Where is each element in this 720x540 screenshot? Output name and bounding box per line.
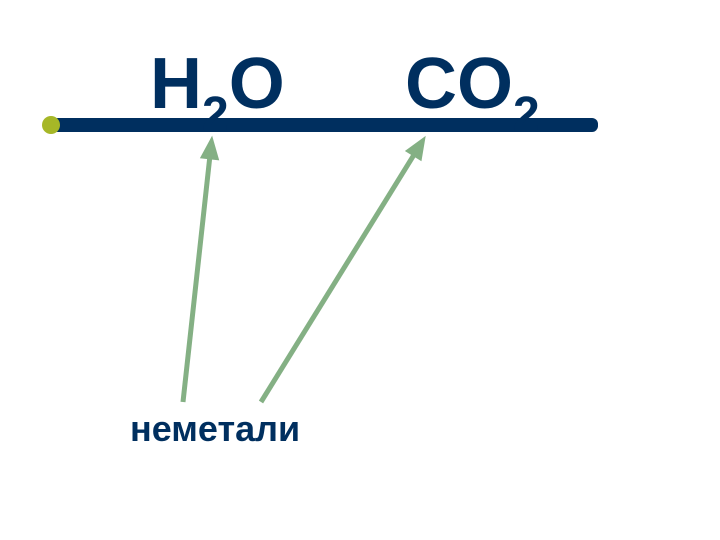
- arrows-layer: [0, 0, 720, 540]
- formula-part: O: [229, 43, 285, 125]
- formula-part: H: [150, 43, 202, 125]
- formula-co2: CO2: [405, 43, 540, 125]
- formula-part: CO: [405, 43, 513, 125]
- bullet-dot: [42, 116, 60, 134]
- arrow-head-icon: [406, 137, 425, 160]
- formula-part: 2: [513, 87, 540, 142]
- formula-h2o: H2O: [150, 43, 285, 125]
- formula-part: 2: [202, 87, 229, 142]
- arrow-line: [183, 159, 210, 402]
- arrow-line: [261, 156, 413, 402]
- label-nonmetals: неметали: [130, 408, 300, 450]
